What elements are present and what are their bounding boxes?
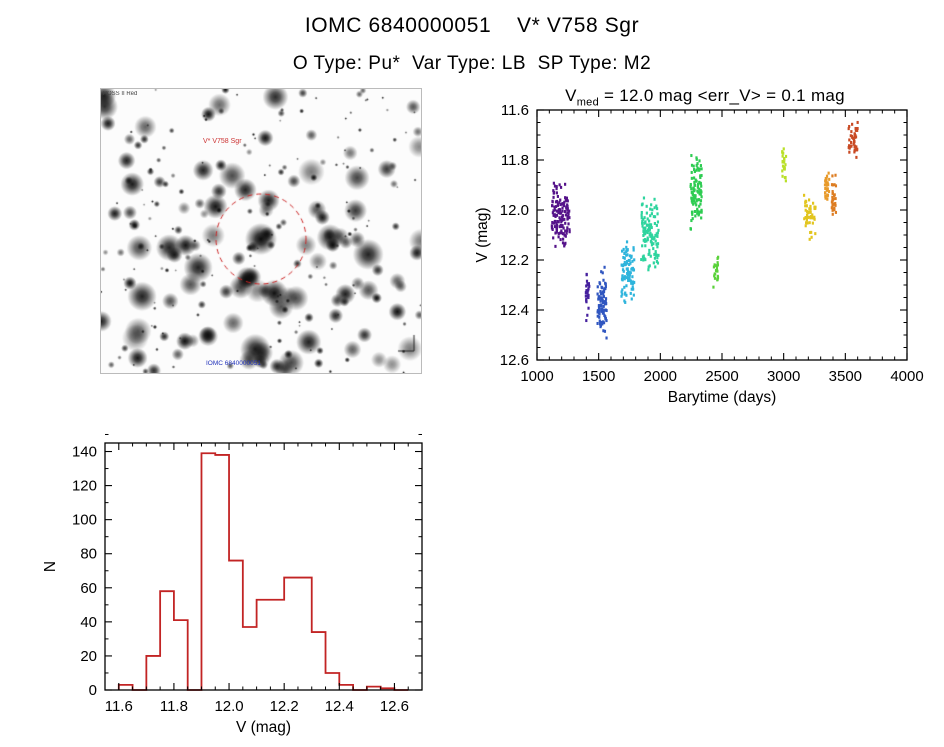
x-tick-label: 12.2 xyxy=(270,698,299,715)
y-tick-label: 11.8 xyxy=(501,152,529,169)
x-tick-label: 2000 xyxy=(644,368,677,385)
x-tick-label: 3000 xyxy=(767,368,800,385)
histogram-plot: 11.6 11.8 12.0 12.2 12.4 12.6 0 20 40 60 80 100 120 1… xyxy=(42,433,423,736)
x-axis-label: Barytime (days) xyxy=(668,389,777,406)
finder-chart: POSS II Red V* V758 Sgr IOMC 6840000051 xyxy=(100,88,422,374)
x-tick-label: 12.4 xyxy=(325,698,354,715)
y-tick-label: 80 xyxy=(80,546,97,563)
y-tick-label: 20 xyxy=(80,648,97,665)
x-tick-label: 12.6 xyxy=(380,698,409,715)
x-axis-label: V (mag) xyxy=(236,719,291,736)
lightcurve-plot: 1000 1500 2000 2500 3000 3500 4000 11.6 11.8 12.0… xyxy=(474,102,924,406)
finder-survey-label: POSS II Red xyxy=(103,91,138,97)
lightcurve-title-subscript: med xyxy=(576,96,600,109)
finder-target-label: V* V758 Sgr xyxy=(203,138,242,145)
y-axis-label: N xyxy=(42,561,59,572)
starfield-image xyxy=(100,88,422,374)
lightcurve-title-rest: = 12.0 mag <err_V> = 0.1 mag xyxy=(599,86,845,105)
y-tick-label: 12.2 xyxy=(500,252,529,269)
y-tick-label: 12.6 xyxy=(500,352,529,369)
axes: 11.6 11.8 12.0 12.2 12.4 12.6 0 20 40 60 80 100 120 1… xyxy=(42,433,423,736)
y-tick-label: 12.4 xyxy=(500,302,529,319)
y-tick-label: 11.6 xyxy=(501,102,529,119)
page-subtitle: O Type: Pu* Var Type: LB SP Type: M2 xyxy=(292,53,652,74)
x-tick-label: 1000 xyxy=(520,368,553,385)
x-tick-label: 12.0 xyxy=(214,698,243,715)
x-tick-label: 2500 xyxy=(705,368,738,385)
y-tick-label: 40 xyxy=(80,614,97,631)
x-tick-label: 11.6 xyxy=(105,698,133,715)
y-tick-label: 12.0 xyxy=(500,202,529,219)
lightcurve-title-prefix: V xyxy=(565,86,577,105)
x-tick-label: 4000 xyxy=(890,368,923,385)
y-tick-label: 120 xyxy=(72,478,97,495)
x-tick-label: 11.8 xyxy=(160,698,188,715)
y-axis-label: V (mag) xyxy=(474,207,491,262)
histogram-steps xyxy=(117,452,409,691)
finder-coord-label: IOMC 6840000051 xyxy=(206,360,261,367)
y-tick-label: 100 xyxy=(72,512,97,529)
lightcurve-title: Vmed = 12.0 mag <err_V> = 0.1 mag xyxy=(470,86,940,108)
lightcurve-points xyxy=(550,120,859,340)
x-tick-label: 3500 xyxy=(829,368,862,385)
page-title: IOMC 6840000051 V* V758 Sgr xyxy=(304,14,640,37)
y-tick-label: 60 xyxy=(80,580,97,597)
y-tick-label: 140 xyxy=(72,444,97,461)
x-tick-label: 1500 xyxy=(582,368,615,385)
y-tick-label: 0 xyxy=(89,682,97,699)
axes: 1000 1500 2000 2500 3000 3500 4000 11.6 11.8 12.0… xyxy=(474,102,924,406)
